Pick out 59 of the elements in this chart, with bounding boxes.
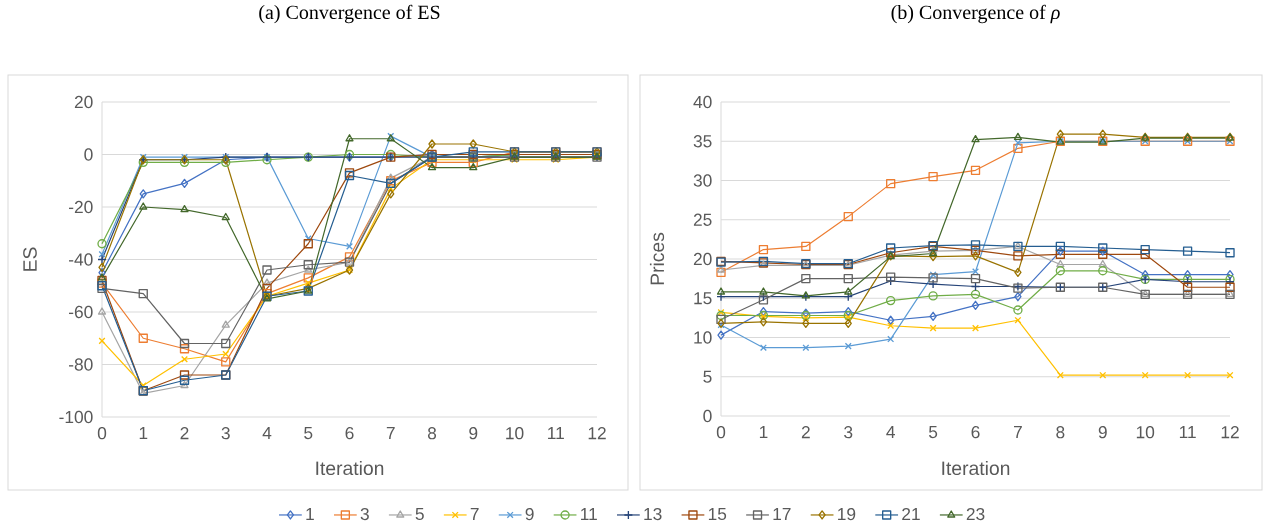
y-tick-label: 0 xyxy=(703,409,712,423)
x-tick-label: 3 xyxy=(221,427,230,440)
x-tick-label: 3 xyxy=(844,426,853,439)
x-tick-label: 11 xyxy=(548,427,564,439)
y-tick-label: 0 xyxy=(84,148,93,161)
y-tick-label: 20 xyxy=(74,95,93,109)
y-tick-label: -40 xyxy=(69,253,93,266)
y-tick-label: 25 xyxy=(693,213,712,226)
x-axis-title: Iteration xyxy=(316,460,384,476)
legend-label: 9 xyxy=(525,507,534,521)
y-tick-label: -80 xyxy=(69,358,93,371)
x-tick-label: 11 xyxy=(1179,426,1196,438)
x-tick-label: 2 xyxy=(801,426,810,439)
x-tick-label: 10 xyxy=(1136,426,1155,439)
y-tick-label: 20 xyxy=(693,252,712,266)
x-tick-label: 2 xyxy=(180,427,189,440)
x-tick-label: 9 xyxy=(1098,426,1107,439)
chart-title: (b) Convergence of ρ xyxy=(891,4,1060,24)
legend-label: 13 xyxy=(644,507,662,521)
y-tick-label: 35 xyxy=(693,135,712,148)
legend-label: 17 xyxy=(773,508,791,520)
x-tick-label: 7 xyxy=(386,427,395,439)
legend-label: 11 xyxy=(581,508,597,520)
x-tick-label: 9 xyxy=(469,427,478,440)
legend-label: 7 xyxy=(470,508,479,520)
x-tick-label: 1 xyxy=(139,427,148,439)
x-tick-label: 6 xyxy=(345,427,354,440)
legend-label: 21 xyxy=(902,507,920,521)
x-tick-label: 1 xyxy=(759,426,768,438)
legend-label: 23 xyxy=(966,507,985,521)
y-tick-label: -100 xyxy=(59,410,93,424)
x-tick-label: 5 xyxy=(928,426,938,439)
y-tick-label: 15 xyxy=(694,292,712,305)
x-tick-label: 8 xyxy=(427,427,437,440)
legend-label: 19 xyxy=(838,507,856,521)
legend-label: 5 xyxy=(415,508,424,521)
y-tick-label: -60 xyxy=(69,305,93,319)
y-tick-label: 10 xyxy=(694,331,712,344)
y-tick-label: 5 xyxy=(703,370,712,383)
legend-label: 1 xyxy=(306,508,314,520)
y-axis-title: Prices xyxy=(649,232,665,285)
x-tick-label: 0 xyxy=(716,426,726,439)
x-tick-label: 7 xyxy=(1014,426,1022,438)
chart-title: (a) Convergence of ES xyxy=(259,4,440,24)
legend-label: 3 xyxy=(360,507,369,521)
x-tick-label: 8 xyxy=(1056,426,1065,439)
y-tick-label: 30 xyxy=(693,174,712,187)
x-tick-label: 12 xyxy=(1221,426,1239,439)
x-tick-label: 12 xyxy=(588,427,606,440)
x-tick-label: 10 xyxy=(506,427,524,440)
x-tick-label: 6 xyxy=(971,426,980,439)
x-tick-label: 5 xyxy=(304,427,313,440)
x-tick-label: 4 xyxy=(262,427,272,439)
x-tick-label: 0 xyxy=(97,427,107,440)
y-axis-title: ES xyxy=(23,247,37,271)
y-tick-label: 40 xyxy=(693,95,712,109)
x-tick-label: 4 xyxy=(886,426,895,438)
y-tick-label: -20 xyxy=(69,200,93,214)
x-axis-title: Iteration xyxy=(942,460,1010,476)
